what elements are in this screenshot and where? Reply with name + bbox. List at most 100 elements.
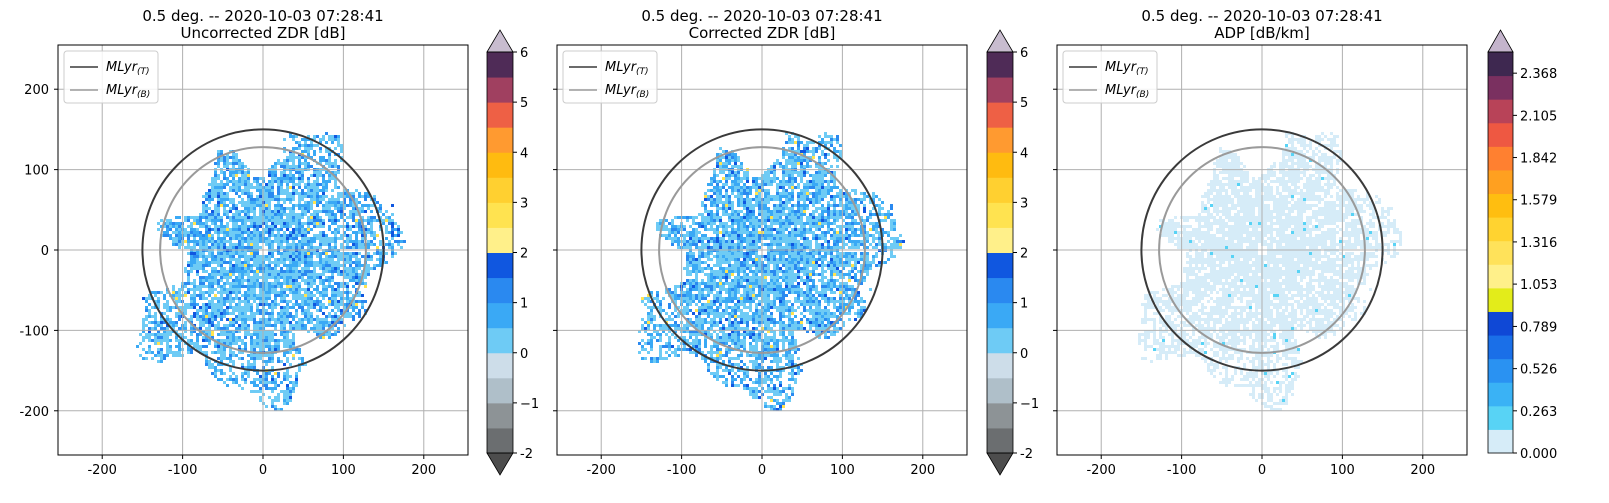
x-tick-label: 0 <box>758 463 766 478</box>
colorbar-tick-label: 0.526 <box>1520 363 1557 378</box>
colorbar-tick-label: 2.368 <box>1520 67 1557 82</box>
colorbar-extend-max <box>1488 30 1513 52</box>
colorbar-segment <box>487 428 513 454</box>
colorbar-extend-min <box>487 453 513 475</box>
legend: MLyr(T)MLyr(B) <box>563 51 657 103</box>
colorbar-segment <box>487 77 513 103</box>
colorbar-segment <box>487 127 513 153</box>
legend-label-sub: (T) <box>636 67 649 77</box>
colorbar-segment <box>987 253 1013 279</box>
colorbar-segment <box>987 303 1013 329</box>
colorbar-tick-label: −1 <box>520 397 539 412</box>
colorbar-segment <box>1488 76 1513 100</box>
panel-title: 0.5 deg. -- 2020-10-03 07:28:41 <box>142 7 383 25</box>
x-tick-label: 200 <box>910 463 935 478</box>
legend-label-sub: (B) <box>636 90 649 100</box>
colorbar-segment <box>987 77 1013 103</box>
colorbar-segment <box>1488 194 1513 218</box>
x-tick-label: -200 <box>87 463 117 478</box>
legend-label-main: MLyr <box>106 83 139 98</box>
colorbar-tick-label: 1 <box>1020 297 1028 312</box>
x-tick-label: -100 <box>667 463 697 478</box>
colorbar-segment <box>1488 52 1513 76</box>
y-tick-label: 200 <box>24 83 49 98</box>
colorbar-tick-label: 0.000 <box>1520 447 1557 462</box>
colorbar-segment <box>487 102 513 128</box>
colorbar-segment <box>1488 406 1513 430</box>
colorbar-segment <box>1488 311 1513 335</box>
panel-1: 0.5 deg. -- 2020-10-03 07:28:41Uncorrect… <box>19 7 539 478</box>
panel-title: 0.5 deg. -- 2020-10-03 07:28:41 <box>641 7 882 25</box>
colorbar-segment <box>987 102 1013 128</box>
colorbar-tick-label: 0.789 <box>1520 320 1557 335</box>
colorbar-tick-label: 1.842 <box>1520 152 1557 167</box>
x-tick-label: 0 <box>259 463 267 478</box>
colorbar-segment <box>1488 429 1513 453</box>
colorbar-tick-label: -2 <box>1020 447 1033 462</box>
legend-label-sub: (T) <box>1136 67 1149 77</box>
y-tick-label: -200 <box>19 405 49 420</box>
colorbar-segment <box>1488 217 1513 241</box>
colorbar-segment <box>987 127 1013 153</box>
colorbar-segment <box>987 52 1013 78</box>
legend-label-main: MLyr <box>106 60 139 75</box>
legend-label-main: MLyr <box>1105 60 1138 75</box>
x-tick-label: 100 <box>830 463 855 478</box>
colorbar-segment <box>1488 146 1513 170</box>
colorbar-extend-max <box>487 30 513 52</box>
colorbar-extend-min <box>987 453 1013 475</box>
colorbar-segment <box>987 403 1013 429</box>
colorbar-tick-label: −1 <box>1020 397 1039 412</box>
colorbar-segment <box>987 278 1013 304</box>
legend-label-sub: (T) <box>137 67 150 77</box>
colorbar-segment <box>1488 170 1513 194</box>
colorbar-segment <box>487 328 513 354</box>
colorbar-segment <box>1488 288 1513 312</box>
colorbar-tick-label: 0 <box>1020 347 1028 362</box>
y-tick-label: -100 <box>19 324 49 339</box>
colorbar-tick-label: 1.316 <box>1520 236 1557 251</box>
legend: MLyr(T)MLyr(B) <box>1063 51 1157 103</box>
colorbar-segment <box>487 177 513 203</box>
x-tick-label: 100 <box>1330 463 1355 478</box>
colorbar-tick-label: 5 <box>1020 96 1028 111</box>
colorbar-segment <box>987 177 1013 203</box>
colorbar-segment <box>987 152 1013 178</box>
colorbar-tick-label: 0.263 <box>1520 405 1557 420</box>
colorbar-tick-label: -2 <box>520 447 533 462</box>
colorbar-segment <box>987 353 1013 379</box>
colorbar-segment <box>487 227 513 253</box>
colorbar-segment <box>487 378 513 404</box>
colorbar-segment <box>987 428 1013 454</box>
panel-title: 0.5 deg. -- 2020-10-03 07:28:41 <box>1141 7 1382 25</box>
colorbar-segment <box>487 303 513 329</box>
colorbar-segment <box>1488 264 1513 288</box>
legend-label-main: MLyr <box>605 60 638 75</box>
x-tick-label: 100 <box>331 463 356 478</box>
legend-label-main: MLyr <box>605 83 638 98</box>
legend: MLyr(T)MLyr(B) <box>64 51 158 103</box>
colorbar-extend-max <box>987 30 1013 52</box>
panel-subtitle: Uncorrected ZDR [dB] <box>180 24 345 42</box>
colorbar-tick-label: 5 <box>520 96 528 111</box>
panel-3: 0.5 deg. -- 2020-10-03 07:28:41ADP [dB/k… <box>1053 7 1557 478</box>
colorbar-segment <box>487 253 513 279</box>
colorbar-tick-label: 1.579 <box>1520 194 1557 209</box>
panel-subtitle: Corrected ZDR [dB] <box>689 24 836 42</box>
colorbar-segment <box>487 403 513 429</box>
colorbar-segment <box>987 227 1013 253</box>
colorbar-tick-label: 2.105 <box>1520 109 1557 124</box>
x-tick-label: -100 <box>168 463 198 478</box>
colorbar-segment <box>1488 99 1513 123</box>
x-tick-label: 200 <box>1410 463 1435 478</box>
colorbar-segment <box>487 152 513 178</box>
x-tick-label: -200 <box>586 463 616 478</box>
colorbar-segment <box>487 353 513 379</box>
legend-label-sub: (B) <box>1136 90 1149 100</box>
colorbar-tick-label: 0 <box>520 347 528 362</box>
x-tick-label: -100 <box>1167 463 1197 478</box>
colorbar-tick-label: 1.053 <box>1520 278 1557 293</box>
legend-label-main: MLyr <box>1105 83 1138 98</box>
colorbar: 0.000 0.263 0.526 0.789 1.053 1.316 1.579 1.842… <box>1488 30 1557 462</box>
colorbar-segment <box>487 278 513 304</box>
